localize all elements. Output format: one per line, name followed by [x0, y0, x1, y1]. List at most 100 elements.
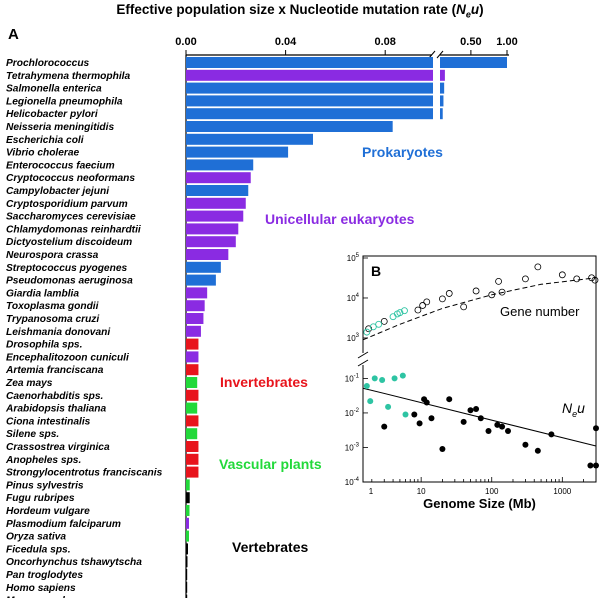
category-label: Campylobacter jejuni — [6, 186, 109, 197]
category-label: Anopheles sps. — [5, 455, 81, 466]
neu-point-unicellular — [367, 398, 374, 405]
gene-number-point — [495, 277, 502, 285]
category-label: Legionella pneumophila — [6, 96, 123, 107]
bar — [186, 133, 313, 145]
neu-point-unicellular — [371, 375, 378, 382]
gene-number-point — [380, 317, 388, 325]
category-label: Zea mays — [5, 378, 53, 389]
x-tick-label: 0.08 — [374, 36, 395, 48]
neu-point — [423, 399, 430, 406]
panel-a-bar-chart: 0.00 0.04 0.08 0.50 1.00 Prochlorococcus Tetra… — [5, 36, 518, 598]
bar — [186, 82, 433, 94]
y-axis-break-gap — [360, 353, 367, 365]
gene-number-point-unicellular — [369, 323, 377, 331]
bar — [186, 172, 251, 184]
gene-number-point — [365, 325, 372, 333]
bar — [186, 159, 254, 171]
y-axis-break-mark — [357, 351, 369, 359]
bar-segment — [440, 95, 444, 107]
x-tick-label: 0.50 — [460, 36, 481, 48]
category-label: Vibrio cholerae — [6, 148, 80, 159]
bar — [186, 185, 249, 196]
category-label: Plasmodium falciparum — [6, 519, 121, 530]
gene-number-point-unicellular — [363, 328, 371, 336]
bar — [186, 287, 208, 299]
x-tick-label: 100 — [485, 487, 499, 496]
panel-b-scatter-chart: B 1 10 100 1000 Genome Size (Mb) 103 104 105 10-1… — [345, 253, 599, 511]
bar — [186, 594, 188, 598]
gene-number-fit-line — [362, 277, 597, 341]
bar — [186, 543, 188, 555]
neu-point-unicellular — [363, 383, 370, 390]
bar — [186, 453, 199, 465]
gene-number-point — [488, 291, 496, 299]
bar — [186, 146, 289, 158]
category-label: Cryptococcus neoformans — [6, 173, 135, 184]
bar — [186, 236, 236, 248]
category-label: Artemia franciscana — [5, 365, 104, 376]
gene-number-point — [439, 295, 446, 303]
category-label: Drosophila sps. — [6, 340, 82, 351]
bar — [186, 300, 205, 312]
neu-point — [428, 415, 435, 422]
bar — [186, 377, 198, 388]
neu-point — [411, 411, 418, 418]
x-tick-label: 10 — [417, 487, 426, 496]
category-label: Fugu rubripes — [6, 493, 75, 504]
neu-point — [473, 405, 480, 412]
neu-point — [593, 462, 599, 469]
neu-point — [499, 423, 506, 430]
category-label: Leishmania donovani — [6, 327, 110, 338]
gene-number-point — [414, 306, 422, 314]
gene-number-point — [534, 263, 542, 271]
category-label: Ciona intestinalis — [6, 416, 91, 427]
gene-number-point-unicellular — [401, 307, 408, 315]
x-tick-label: 1.00 — [496, 36, 517, 48]
category-label: Saccharomyces cerevisiae — [6, 212, 136, 223]
y-tick-label: 103 — [347, 333, 360, 343]
bar — [186, 364, 199, 376]
gene-number-point-unicellular — [375, 320, 383, 328]
bar — [186, 556, 188, 568]
neu-point-unicellular — [391, 375, 398, 382]
x-tick-label: 1000 — [553, 487, 571, 496]
category-label: Arabidopsis thaliana — [5, 404, 107, 415]
category-label: Helicobacter pylori — [6, 109, 98, 120]
gene-number-point — [419, 302, 427, 309]
gene-number-point — [573, 275, 581, 283]
category-label: Toxoplasma gondii — [6, 301, 99, 312]
category-label: Oryza sativa — [6, 532, 66, 543]
neu-point — [593, 425, 599, 432]
category-label: Streptococcus pyogenes — [6, 263, 127, 274]
bar — [186, 249, 229, 260]
category-label: Dictyostelium discoideum — [6, 237, 132, 248]
bar — [186, 121, 393, 132]
bar — [186, 415, 199, 427]
bar — [186, 505, 190, 516]
category-label: Chlamydomonas reinhardtii — [6, 224, 141, 235]
bar — [186, 210, 244, 222]
category-label: Encephalitozoon cuniculi — [6, 352, 129, 363]
bar-segment — [440, 108, 443, 120]
category-label: Oncorhynchus tshawytscha — [6, 557, 142, 568]
group-label: Vascular plants — [219, 456, 322, 472]
neu-point — [505, 427, 512, 434]
bar — [186, 441, 199, 452]
bar — [186, 338, 199, 350]
category-label: Crassostrea virginica — [6, 442, 110, 453]
neu-point-unicellular — [402, 411, 409, 418]
chart-title-text: Effective population size x Nucleotide m… — [116, 2, 457, 17]
category-label: Pseudomonas aeruginosa — [6, 276, 133, 287]
bar — [186, 351, 199, 363]
bar — [186, 569, 188, 580]
bar — [186, 325, 201, 337]
category-label: Neisseria meningitidis — [6, 122, 114, 133]
group-label: Vertebrates — [232, 539, 308, 555]
y-tick-label: 10-2 — [345, 408, 360, 418]
y-tick-label: 10-1 — [345, 373, 360, 383]
neu-point — [587, 462, 594, 469]
neu-label: Neu — [562, 400, 585, 419]
bar — [186, 313, 204, 324]
category-label: Homo sapiens — [6, 583, 76, 594]
gene-number-point — [460, 303, 468, 311]
